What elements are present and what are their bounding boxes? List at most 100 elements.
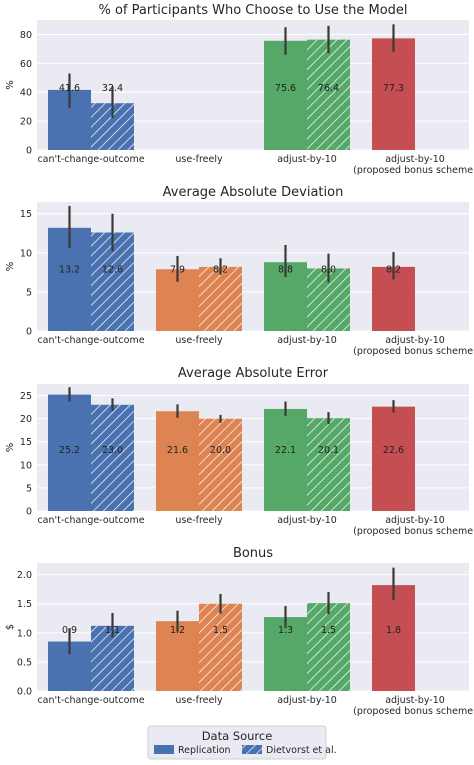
chart-panel-4: 0.0 0.5 1.0 1.5 2.0 Bonus $ 0.9 1.1 can't-change-…	[5, 546, 474, 717]
y-tick-label: 25	[20, 391, 32, 402]
y-axis-label: %	[5, 262, 16, 272]
data-label: 8.8	[278, 264, 293, 275]
data-label: 8.2	[386, 264, 401, 275]
legend-label-dietvorst: Dietvorst et al.	[266, 745, 337, 756]
data-label: 0.9	[62, 625, 77, 636]
y-tick-label: 80	[20, 30, 32, 41]
y-tick-label: 0.5	[17, 657, 32, 668]
data-label: 22.1	[275, 445, 296, 456]
data-label: 20.1	[318, 445, 339, 456]
bar-hatch	[199, 266, 242, 331]
x-tick-label: can't-change-outcome	[37, 154, 144, 165]
chart-panel-2: 0 5 10 15 Average Absolute Deviation% 13.2 12.…	[5, 185, 474, 357]
legend-swatch-dietvorst-hatch	[242, 745, 262, 754]
legend: Data Source Replication Dietvorst et al.	[147, 725, 337, 760]
chart-panel-3: 0 5 10 15 20 25 Average Absolute Error% 25.2 23.…	[5, 366, 474, 537]
y-tick-label: 0	[26, 146, 32, 157]
x-tick-label: (proposed bonus scheme)	[353, 346, 474, 357]
y-tick-label: 10	[20, 248, 32, 259]
data-label: 1.8	[386, 625, 401, 636]
bar	[156, 621, 199, 691]
x-tick-label: can't-change-outcome	[37, 695, 144, 706]
y-tick-label: 0	[26, 327, 32, 338]
data-label: 1.5	[321, 625, 336, 636]
bar	[372, 38, 415, 150]
x-tick-label: adjust-by-10	[277, 154, 337, 165]
chart-panel-1: 0 20 40 60 80 % of Participants Who Choose to…	[5, 3, 474, 176]
x-tick-label: use-freely	[175, 154, 223, 165]
y-axis-label: %	[5, 443, 16, 453]
data-label: 1.1	[105, 625, 120, 636]
y-tick-label: 0.0	[17, 687, 32, 698]
data-label: 1.2	[170, 625, 185, 636]
y-tick-label: 15	[20, 209, 32, 220]
legend-label-replication: Replication	[178, 745, 231, 756]
chart-title: Bonus	[233, 546, 273, 561]
y-tick-label: 5	[26, 483, 32, 494]
bar	[264, 408, 307, 511]
data-label: 20.0	[210, 445, 231, 456]
data-label: 77.3	[383, 83, 404, 94]
bar	[156, 411, 199, 511]
data-label: 21.6	[167, 445, 188, 456]
legend-swatch-replication	[154, 745, 174, 754]
bar-hatch	[199, 418, 242, 511]
bar	[372, 585, 415, 691]
data-label: 32.4	[102, 83, 123, 94]
x-tick-label: adjust-by-10	[277, 335, 337, 346]
data-label: 22.6	[383, 445, 404, 456]
data-label: 1.5	[213, 625, 228, 636]
y-tick-label: 1.0	[17, 628, 32, 639]
x-tick-label: adjust-by-10	[277, 515, 337, 526]
bar-hatch	[91, 404, 134, 511]
y-tick-label: 1.5	[17, 599, 32, 610]
x-tick-label: (proposed bonus scheme)	[353, 165, 474, 176]
bar	[264, 617, 307, 691]
y-tick-label: 40	[20, 88, 32, 99]
y-tick-label: 20	[20, 117, 32, 128]
x-tick-label: adjust-by-10	[385, 515, 445, 526]
data-label: 23.0	[102, 445, 123, 456]
chart-title: % of Participants Who Choose to Use the …	[98, 3, 407, 18]
x-tick-label: adjust-by-10	[385, 335, 445, 346]
y-axis-label: %	[5, 80, 16, 90]
bar-hatch	[199, 603, 242, 691]
data-label: 13.2	[59, 264, 80, 275]
bar-hatch	[307, 39, 350, 151]
data-label: 76.4	[318, 83, 339, 94]
legend-box	[147, 725, 327, 760]
data-label: 41.6	[59, 83, 80, 94]
x-tick-label: can't-change-outcome	[37, 335, 144, 346]
x-tick-label: use-freely	[175, 695, 223, 706]
x-tick-label: adjust-by-10	[385, 154, 445, 165]
data-label: 1.3	[278, 625, 293, 636]
x-tick-label: (proposed bonus scheme)	[353, 706, 474, 717]
bar-hatch	[307, 603, 350, 691]
x-tick-label: (proposed bonus scheme)	[353, 526, 474, 537]
y-tick-label: 5	[26, 287, 32, 298]
chart-title: Average Absolute Deviation	[163, 185, 344, 200]
data-label: 7.9	[170, 264, 185, 275]
legend-title: Data Source	[202, 729, 273, 743]
bar	[372, 406, 415, 511]
x-tick-label: adjust-by-10	[385, 695, 445, 706]
data-label: 12.6	[102, 264, 123, 275]
data-label: 8.0	[321, 264, 336, 275]
data-label: 75.6	[275, 83, 296, 94]
y-tick-label: 0	[26, 507, 32, 518]
data-label: 8.2	[213, 264, 228, 275]
y-tick-label: 10	[20, 460, 32, 471]
x-tick-label: use-freely	[175, 335, 223, 346]
bar	[48, 394, 91, 511]
y-tick-label: 15	[20, 437, 32, 448]
y-tick-label: 2.0	[17, 570, 32, 581]
bar	[264, 40, 307, 150]
y-axis-label: $	[5, 624, 16, 630]
x-tick-label: adjust-by-10	[277, 695, 337, 706]
data-label: 25.2	[59, 445, 80, 456]
chart-title: Average Absolute Error	[178, 366, 329, 381]
x-tick-label: use-freely	[175, 515, 223, 526]
y-tick-label: 20	[20, 414, 32, 425]
bar-hatch	[307, 418, 350, 511]
